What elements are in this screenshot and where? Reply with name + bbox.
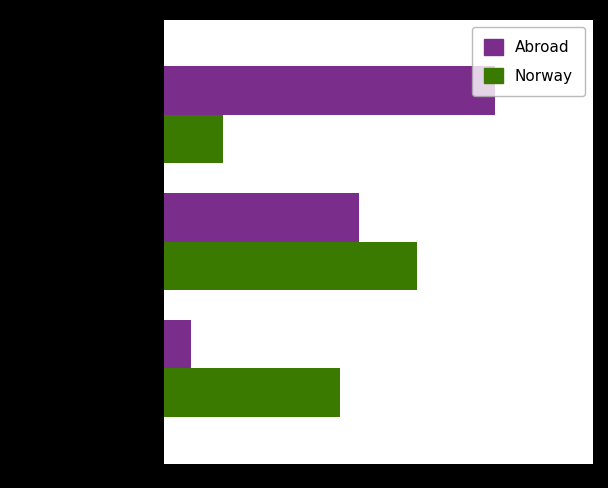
Bar xyxy=(164,193,359,242)
Bar xyxy=(164,115,223,163)
Bar xyxy=(164,242,418,290)
Bar xyxy=(164,368,339,417)
Bar xyxy=(164,320,192,368)
Legend: Abroad, Norway: Abroad, Norway xyxy=(472,27,585,96)
Bar xyxy=(164,66,496,115)
